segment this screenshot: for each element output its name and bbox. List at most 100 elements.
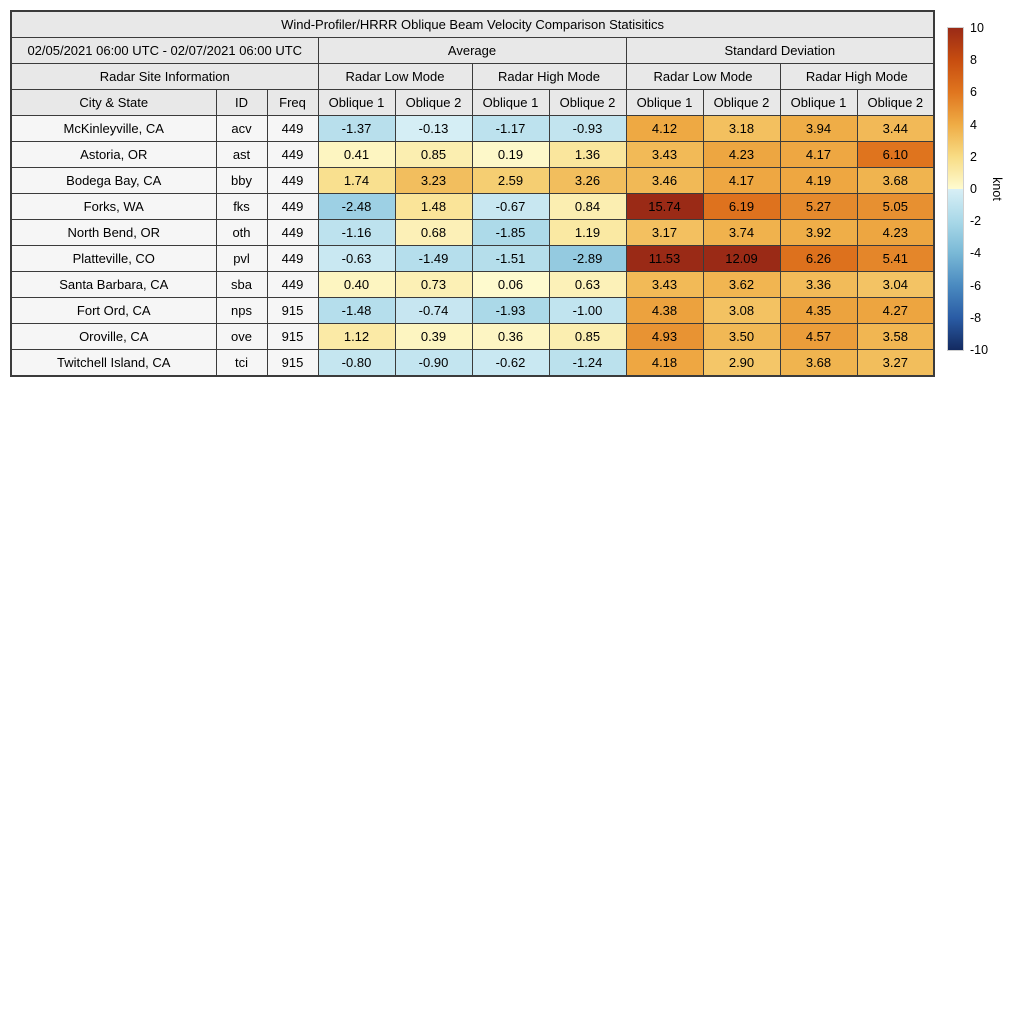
avg-oblique-cell-2: 1.48	[394, 193, 473, 220]
colorbar-tick-label: 0	[970, 182, 977, 196]
group-header-row: 02/05/2021 06:00 UTC - 02/07/2021 06:00 …	[10, 37, 935, 64]
freq-cell: 449	[266, 245, 319, 272]
std-oblique-cell-4: 6.10	[856, 141, 935, 168]
std-oblique-cell-4: 5.41	[856, 245, 935, 272]
colorbar-tick-label: 4	[970, 117, 977, 132]
avg-oblique-cell-1: -0.80	[317, 349, 396, 377]
avg-oblique-cell-3: 2.59	[471, 167, 550, 194]
freq-cell: 449	[266, 115, 319, 142]
city-state-column-header: City & State	[10, 89, 217, 116]
std-oblique-cell-1: 4.12	[625, 115, 704, 142]
avg-oblique-cell-4: 0.84	[548, 193, 627, 220]
std-oblique-cell-2: 4.17	[702, 167, 781, 194]
avg-oblique-cell-2: -0.90	[394, 349, 473, 377]
std-oblique-cell-4: 3.04	[856, 271, 935, 298]
average-group-header: Average	[317, 37, 627, 64]
id-cell: nps	[215, 297, 268, 324]
std-high-oblique1-header: Oblique 1	[779, 89, 858, 116]
avg-oblique-cell-4: 1.36	[548, 141, 627, 168]
avg-oblique-cell-3: -0.62	[471, 349, 550, 377]
avg-low-oblique2-header: Oblique 2	[394, 89, 473, 116]
freq-cell: 449	[266, 271, 319, 298]
id-cell: ast	[215, 141, 268, 168]
colorbar-tick-label: 2	[970, 149, 977, 164]
table-body: McKinleyville, CA acv 449 -1.37 -0.13 -1.17 -0…	[10, 115, 935, 377]
avg-oblique-cell-3: -0.67	[471, 193, 550, 220]
std-low-oblique2-header: Oblique 2	[702, 89, 781, 116]
std-oblique-cell-3: 4.17	[779, 141, 858, 168]
std-oblique-cell-3: 3.36	[779, 271, 858, 298]
avg-oblique-cell-4: -2.89	[548, 245, 627, 272]
avg-high-oblique2-header: Oblique 2	[548, 89, 627, 116]
std-oblique-cell-3: 3.92	[779, 219, 858, 246]
table-row: McKinleyville, CA acv 449 -1.37 -0.13 -1.17 -0…	[10, 115, 935, 142]
avg-high-oblique1-header: Oblique 1	[471, 89, 550, 116]
id-cell: sba	[215, 271, 268, 298]
avg-oblique-cell-3: 0.36	[471, 323, 550, 350]
avg-oblique-cell-1: -2.48	[317, 193, 396, 220]
avg-oblique-cell-2: 0.85	[394, 141, 473, 168]
id-column-header: ID	[215, 89, 268, 116]
std-oblique-cell-4: 3.44	[856, 115, 935, 142]
freq-cell: 449	[266, 219, 319, 246]
city-cell: Fort Ord, CA	[10, 297, 217, 324]
std-oblique-cell-2: 3.62	[702, 271, 781, 298]
id-cell: ove	[215, 323, 268, 350]
std-oblique-cell-2: 3.50	[702, 323, 781, 350]
std-oblique-cell-1: 4.93	[625, 323, 704, 350]
id-cell: tci	[215, 349, 268, 377]
avg-oblique-cell-4: 0.85	[548, 323, 627, 350]
std-oblique-cell-1: 3.17	[625, 219, 704, 246]
avg-low-oblique1-header: Oblique 1	[317, 89, 396, 116]
city-cell: McKinleyville, CA	[10, 115, 217, 142]
city-cell: Twitchell Island, CA	[10, 349, 217, 377]
id-cell: bby	[215, 167, 268, 194]
avg-oblique-cell-1: 0.41	[317, 141, 396, 168]
table-row: Santa Barbara, CA sba 449 0.40 0.73 0.06 0.63 3…	[10, 271, 935, 298]
freq-cell: 449	[266, 193, 319, 220]
colorbar: 10 8 6 4 2 0 -2 -4 -6 -8 -10 knot	[947, 21, 1024, 357]
id-cell: pvl	[215, 245, 268, 272]
std-oblique-cell-4: 3.27	[856, 349, 935, 377]
colorbar-tick-label: -10	[970, 343, 989, 357]
std-oblique-cell-2: 3.08	[702, 297, 781, 324]
std-oblique-cell-4: 5.05	[856, 193, 935, 220]
subgroup-header-row: Radar Site Information Radar Low Mode Ra…	[10, 63, 935, 90]
title-row: Wind-Profiler/HRRR Oblique Beam Velocity…	[10, 10, 935, 38]
avg-oblique-cell-1: -1.48	[317, 297, 396, 324]
table-row: Astoria, OR ast 449 0.41 0.85 0.19 1.36 3.43 4.2…	[10, 141, 935, 168]
column-header-row: City & State ID Freq Oblique 1 Oblique 2…	[10, 89, 935, 116]
avg-oblique-cell-2: 3.23	[394, 167, 473, 194]
date-range: 02/05/2021 06:00 UTC - 02/07/2021 06:00 …	[10, 37, 319, 64]
avg-oblique-cell-3: -1.17	[471, 115, 550, 142]
avg-oblique-cell-1: -0.63	[317, 245, 396, 272]
table-row: Bodega Bay, CA bby 449 1.74 3.23 2.59 3.26 3.46…	[10, 167, 935, 194]
colorbar-tick-label: -8	[970, 310, 982, 325]
avg-high-mode-header: Radar High Mode	[471, 63, 627, 90]
std-oblique-cell-4: 3.58	[856, 323, 935, 350]
std-low-oblique1-header: Oblique 1	[625, 89, 704, 116]
std-oblique-cell-1: 4.38	[625, 297, 704, 324]
avg-oblique-cell-4: -1.24	[548, 349, 627, 377]
colorbar-tick-label: -4	[970, 246, 982, 261]
site-info-header: Radar Site Information	[10, 63, 319, 90]
avg-oblique-cell-1: 0.40	[317, 271, 396, 298]
freq-cell: 915	[266, 349, 319, 377]
std-high-oblique2-header: Oblique 2	[856, 89, 935, 116]
avg-oblique-cell-4: 3.26	[548, 167, 627, 194]
id-cell: oth	[215, 219, 268, 246]
city-cell: Oroville, CA	[10, 323, 217, 350]
std-oblique-cell-1: 11.53	[625, 245, 704, 272]
avg-oblique-cell-3: 0.19	[471, 141, 550, 168]
std-low-mode-header: Radar Low Mode	[625, 63, 781, 90]
std-oblique-cell-3: 4.57	[779, 323, 858, 350]
city-cell: Santa Barbara, CA	[10, 271, 217, 298]
avg-oblique-cell-1: 1.12	[317, 323, 396, 350]
table-row: Twitchell Island, CA tci 915 -0.80 -0.90 -0.6…	[10, 349, 935, 377]
std-oblique-cell-2: 3.18	[702, 115, 781, 142]
avg-oblique-cell-2: -0.13	[394, 115, 473, 142]
avg-oblique-cell-3: -1.85	[471, 219, 550, 246]
table-row: Oroville, CA ove 915 1.12 0.39 0.36 0.85 4.93 3.…	[10, 323, 935, 350]
city-cell: North Bend, OR	[10, 219, 217, 246]
std-oblique-cell-1: 3.46	[625, 167, 704, 194]
